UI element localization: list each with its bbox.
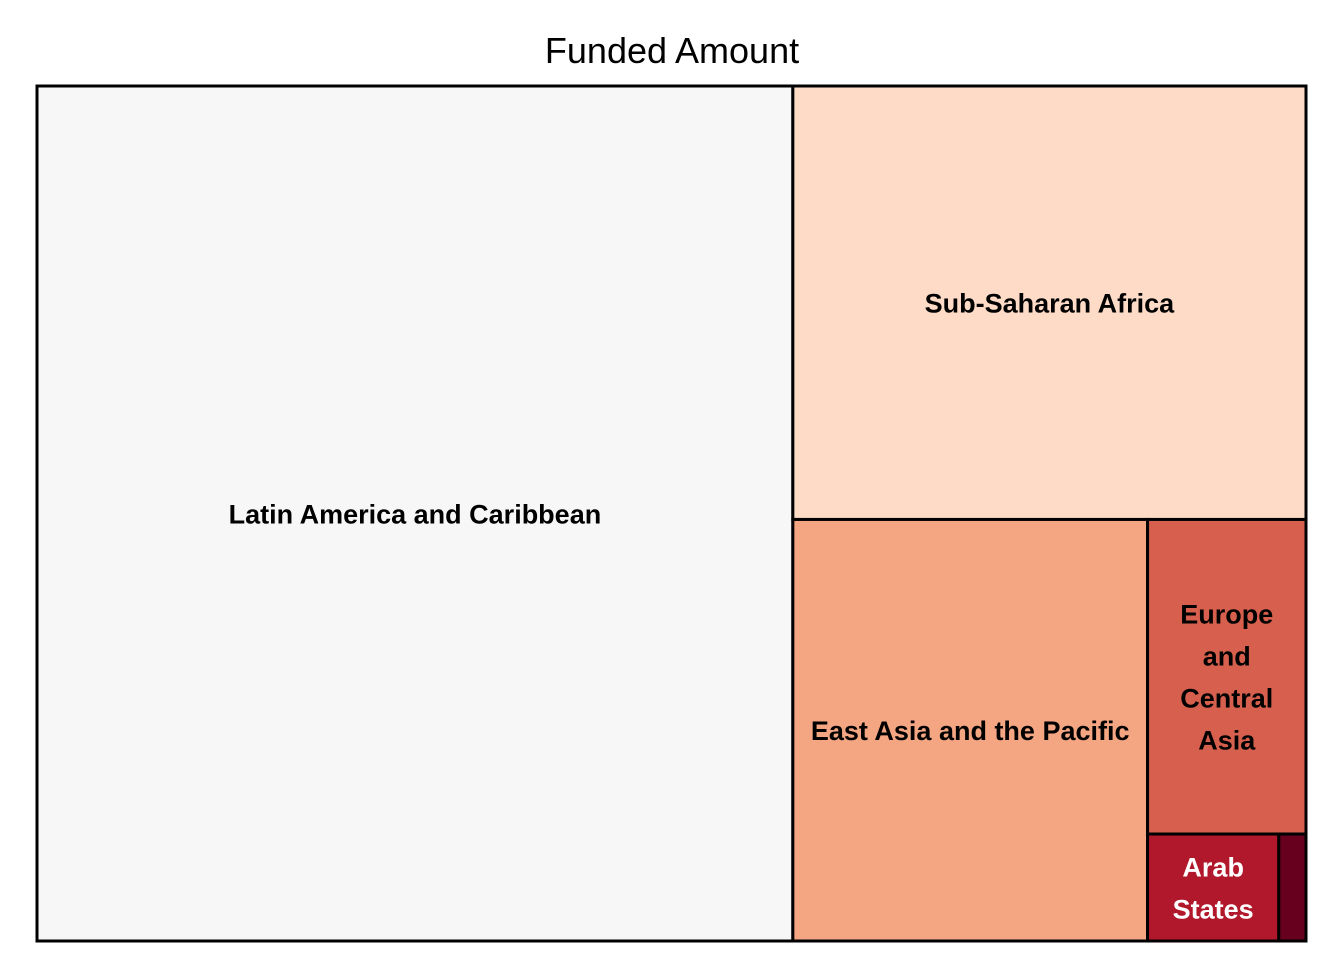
tile-label-line: States [1173, 895, 1254, 925]
tile-label-line: Central [1180, 684, 1273, 714]
plot-border [35, 84, 1308, 943]
tile-label: Latin America and Caribbean [229, 500, 602, 530]
tile-label-line: Sub-Saharan Africa [925, 289, 1176, 319]
treemap-tile [791, 517, 1150, 943]
tile-label-line: and [1203, 642, 1251, 672]
tile-label-line: Latin America and Caribbean [229, 500, 602, 530]
treemap-tile [1146, 517, 1308, 836]
tile-label-line: Europe [1180, 600, 1273, 630]
tile-label-line: East Asia and the Pacific [811, 716, 1130, 746]
tile-label-line: Asia [1198, 726, 1256, 756]
treemap-tile [1277, 832, 1308, 943]
tile-label-line: Arab [1182, 853, 1244, 883]
tile-label: Arab States [1173, 853, 1254, 925]
chart-title: Funded Amount [544, 30, 800, 71]
tile-label: Sub-Saharan Africa [925, 289, 1176, 319]
treemap-tile [1146, 832, 1281, 943]
tile-label: East Asia and the Pacific [811, 716, 1130, 746]
treemap-tile [35, 84, 795, 943]
tile-label: Europe and Central Asia [1180, 600, 1273, 756]
